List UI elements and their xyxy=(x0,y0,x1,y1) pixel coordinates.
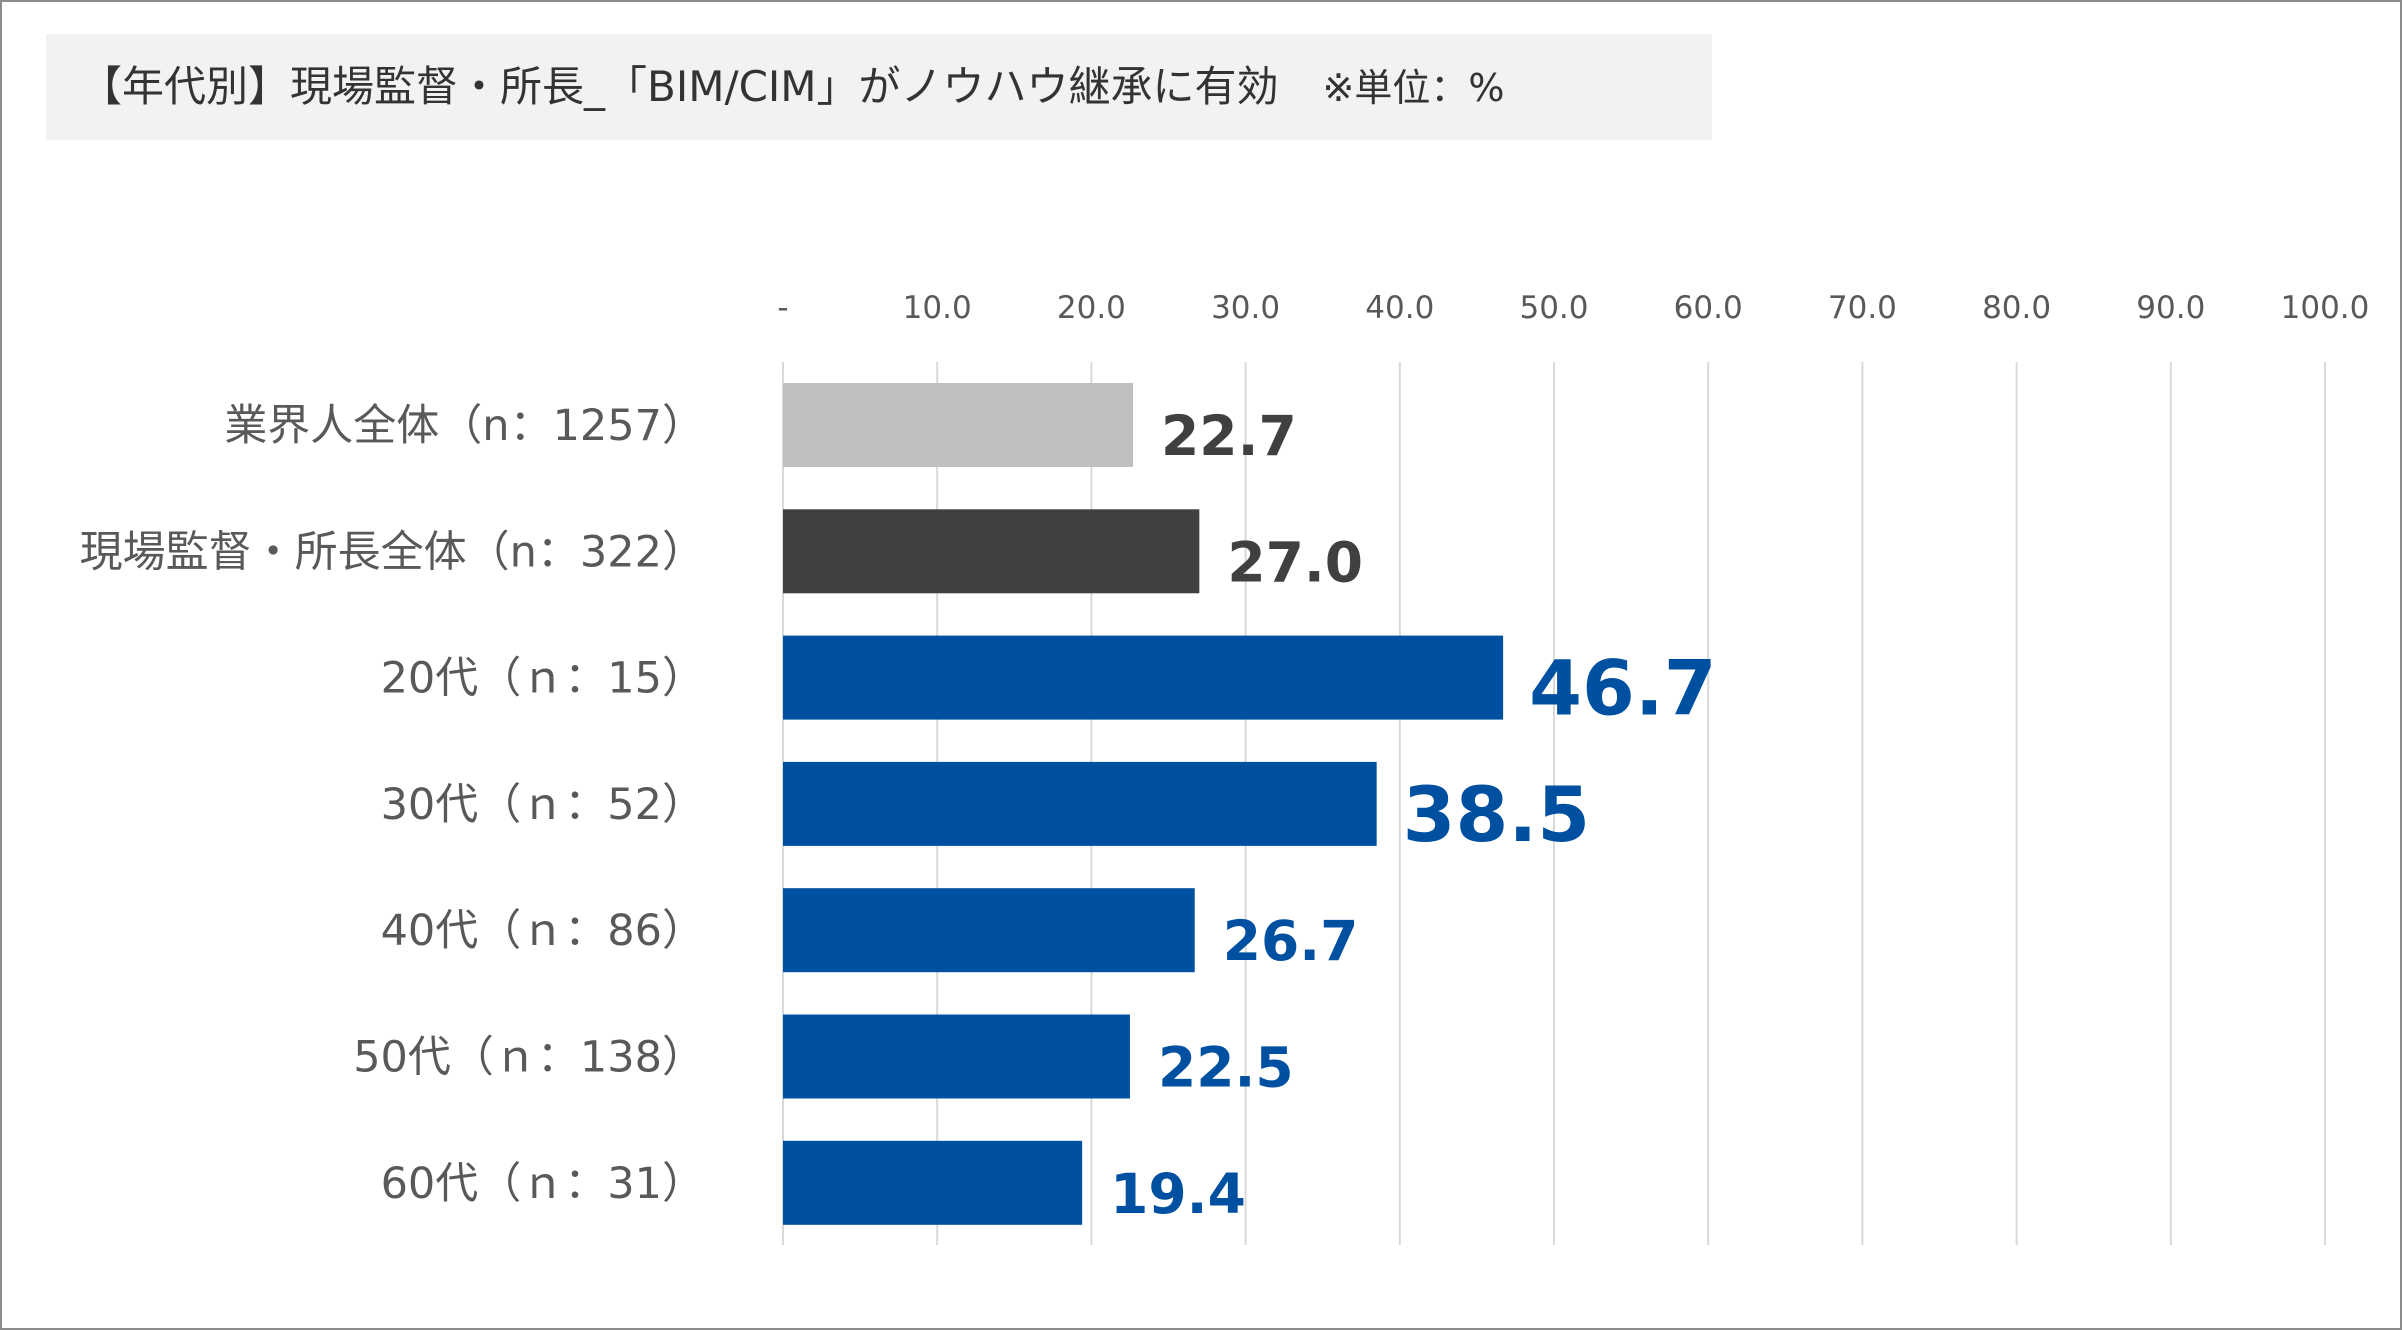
x-tick-label: 70.0 xyxy=(1828,290,1897,326)
value-label: 27.0 xyxy=(1227,530,1363,594)
value-label: 46.7 xyxy=(1529,644,1717,733)
bar xyxy=(783,888,1195,973)
bar xyxy=(783,635,1504,720)
category-labels: 業界人全体（n：1257） 現場監督・所長全体（n：322） 20代（ｎ：15） 30… xyxy=(80,401,705,1209)
x-tick-label: 10.0 xyxy=(903,290,972,326)
x-tick-label: 40.0 xyxy=(1365,290,1434,326)
category-label: 40代（ｎ：86） xyxy=(381,906,705,956)
bar xyxy=(783,1014,1130,1099)
x-tick-label: 60.0 xyxy=(1674,290,1743,326)
value-label: 22.5 xyxy=(1158,1036,1294,1100)
category-label: 30代（ｎ：52） xyxy=(381,780,705,830)
unit-note: ※単位：% xyxy=(1322,66,1505,110)
bar xyxy=(783,761,1377,846)
category-label: 60代（ｎ：31） xyxy=(381,1159,705,1209)
x-tick-label: 80.0 xyxy=(1982,290,2051,326)
x-axis-ticks: - 10.0 20.0 30.0 40.0 50.0 60.0 70.0 80.0 90.0 100… xyxy=(777,290,2369,326)
x-tick-label: 90.0 xyxy=(2136,290,2205,326)
title-box: 【年代別】現場監督・所長_「BIM/CIM」がノウハウ継承に有効 ※単位：% xyxy=(46,34,1712,140)
category-label: 20代（ｎ：15） xyxy=(381,654,705,704)
bar xyxy=(783,383,1134,467)
value-label: 38.5 xyxy=(1403,770,1591,859)
x-tick-label: 100.0 xyxy=(2281,290,2370,326)
category-label: 50代（ｎ：138） xyxy=(353,1033,705,1083)
bar xyxy=(783,509,1200,594)
x-tick-label: - xyxy=(777,290,788,326)
value-label: 26.7 xyxy=(1223,909,1359,973)
value-label: 19.4 xyxy=(1110,1162,1246,1226)
bar xyxy=(783,1140,1083,1225)
category-label: 現場監督・所長全体（n：322） xyxy=(80,527,705,577)
x-tick-label: 20.0 xyxy=(1057,290,1126,326)
x-tick-label: 30.0 xyxy=(1211,290,1280,326)
value-label: 22.7 xyxy=(1161,404,1297,468)
category-label: 業界人全体（n：1257） xyxy=(224,401,705,451)
chart-title: 【年代別】現場監督・所長_「BIM/CIM」がノウハウ継承に有効 xyxy=(80,62,1279,111)
bars xyxy=(783,383,1504,1225)
x-tick-label: 50.0 xyxy=(1519,290,1588,326)
value-labels: 22.7 27.0 46.7 38.5 26.7 22.5 19.4 xyxy=(1110,404,1716,1226)
